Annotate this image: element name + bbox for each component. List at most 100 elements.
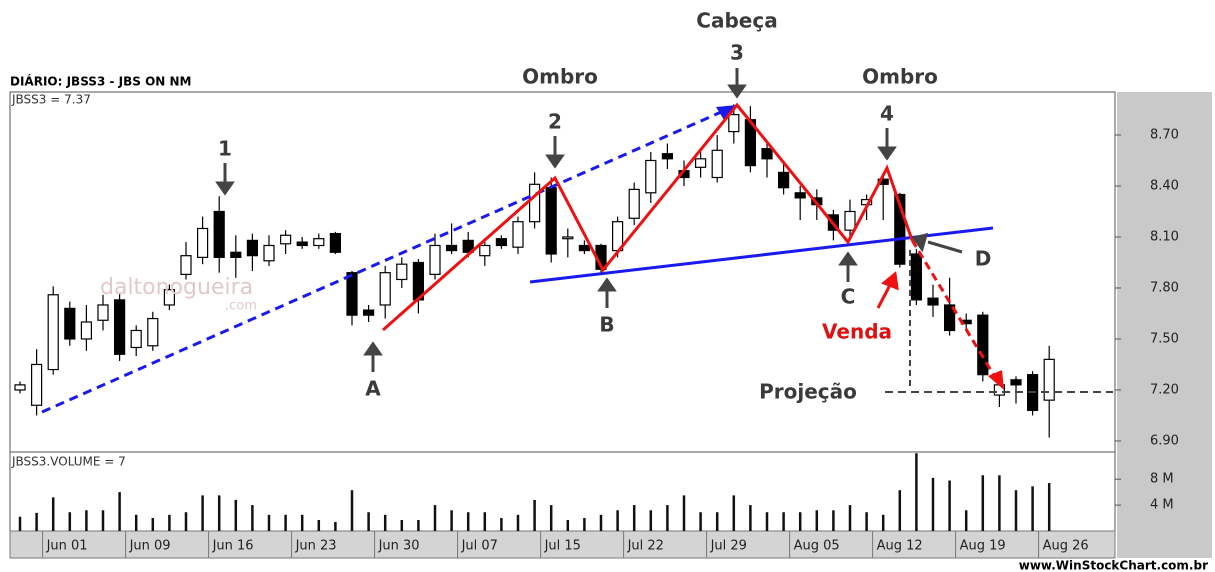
annotation: C	[841, 285, 856, 309]
x-tick-label: Aug 19	[960, 539, 1006, 554]
candle-body	[1043, 358, 1055, 401]
candle-body	[943, 304, 956, 332]
candle-body	[14, 384, 26, 391]
candle-body	[628, 188, 640, 219]
x-tick-label: Aug 05	[794, 539, 840, 554]
y-tick-label: 8.40	[1150, 178, 1179, 193]
x-tick-label: Jul 22	[627, 539, 664, 554]
x-tick-label: Jul 29	[710, 539, 747, 554]
candle-body	[1010, 379, 1022, 386]
candle-body	[479, 244, 491, 257]
candle-body	[728, 114, 740, 133]
annotation: 3	[730, 41, 744, 65]
source: www.WinStockChart.com.br	[1019, 559, 1208, 572]
candle-body	[794, 192, 806, 199]
y-tick-label: 8.70	[1150, 128, 1179, 143]
candle-body	[346, 272, 358, 316]
candle-body	[777, 171, 790, 189]
candle-body	[977, 314, 989, 376]
plot-frame	[9, 91, 1116, 532]
candle-body	[263, 244, 275, 262]
zigzag	[382, 102, 914, 332]
y-tick-label: 8 M	[1150, 472, 1174, 487]
annotation: D	[975, 247, 992, 271]
arrowhead	[716, 105, 737, 120]
x-tick-label: Jul 15	[544, 539, 581, 554]
annotation: Ombro	[862, 65, 938, 89]
candle-body	[910, 253, 923, 301]
y-tick-label: 6.90	[1150, 433, 1179, 448]
x-tick-label: Jun 09	[129, 539, 171, 554]
date-strip	[9, 530, 1116, 559]
volume-label: JBSS3.VOLUME = 7	[11, 455, 126, 469]
annotation: Ombro	[522, 65, 598, 89]
candle-body	[180, 255, 192, 275]
candle-body	[661, 153, 674, 160]
candle-body	[379, 272, 391, 306]
candle-body	[230, 251, 242, 258]
candle-body	[147, 317, 159, 347]
candle-body	[80, 321, 93, 340]
annotation: 2	[548, 110, 562, 134]
x-tick-label: Jun 01	[46, 539, 88, 554]
x-tick-label: Jun 16	[212, 539, 254, 554]
y-tick-label: 7.80	[1150, 280, 1179, 295]
candle-body	[313, 238, 325, 247]
candle-body	[562, 236, 574, 240]
annotation: 4	[880, 102, 894, 126]
candle-body	[545, 187, 557, 255]
candle-body	[761, 148, 773, 160]
candle-body	[31, 363, 43, 406]
candle-body	[97, 304, 109, 321]
annotation: A	[365, 377, 381, 401]
annotation: Projeção	[759, 380, 857, 404]
y-tick-label: 8.10	[1150, 229, 1179, 244]
candle-body	[462, 239, 474, 253]
x-tick-label: Jun 23	[295, 539, 337, 554]
x-tick-label: Aug 26	[1043, 539, 1089, 554]
sell-arrow	[876, 271, 899, 309]
arrowhead	[988, 370, 1004, 390]
candle-body	[528, 183, 541, 223]
trend-dashed	[41, 107, 729, 414]
candle-body	[429, 244, 441, 275]
annotation: 1	[218, 137, 232, 161]
candle-body	[578, 244, 591, 252]
pointer-arrows	[215, 68, 963, 372]
candle-body	[163, 289, 175, 306]
candle-body	[64, 307, 76, 340]
y-tick-label: 7.20	[1150, 382, 1179, 397]
candle-body	[363, 309, 375, 316]
annotation: Venda	[822, 320, 892, 344]
candle-body	[130, 329, 142, 349]
candle-body	[396, 263, 408, 281]
candle-body	[844, 210, 856, 231]
marks	[14, 104, 1055, 531]
candle-body	[495, 238, 507, 247]
candle-body	[197, 227, 209, 258]
x-tick-label: Jun 30	[378, 539, 420, 554]
x-tick-label: Aug 12	[877, 539, 923, 554]
candle-body	[645, 159, 657, 194]
chart-title: DIÁRIO: JBSS3 - JBS ON NM	[10, 74, 191, 89]
watermark: daltonogueira	[100, 275, 253, 300]
candle-body	[894, 193, 906, 265]
price-label: JBSS3 = 7.37	[11, 93, 91, 107]
candle-body	[711, 149, 723, 179]
candle-body	[213, 210, 225, 258]
candle-body	[512, 221, 524, 248]
x-tick-label: Jul 07	[461, 539, 498, 554]
y-tick-label: 7.50	[1150, 331, 1179, 346]
candle-body	[329, 232, 341, 253]
annotation: B	[599, 313, 614, 337]
candle-body	[246, 239, 258, 257]
y-tick-label: 4 M	[1150, 498, 1174, 513]
candle-body	[446, 244, 458, 252]
projection-arrow	[910, 239, 997, 378]
candle-body	[47, 294, 59, 371]
candle-body	[694, 158, 707, 168]
candle-body	[280, 234, 292, 245]
candle-body	[296, 241, 308, 247]
candle-body	[927, 297, 939, 306]
